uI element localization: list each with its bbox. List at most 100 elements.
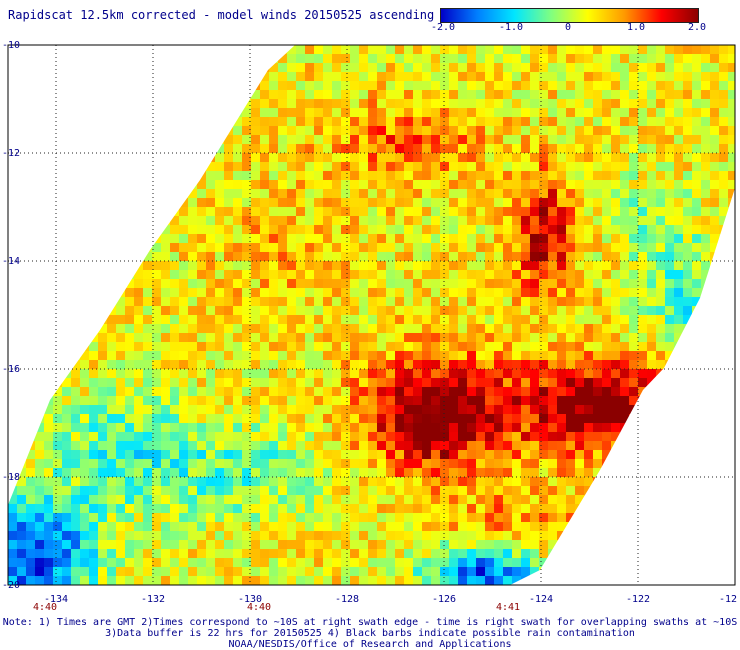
swath-cell: [512, 153, 521, 162]
swath-cell: [521, 162, 530, 171]
swath-cell: [449, 72, 458, 81]
swath-cell: [530, 261, 539, 270]
swath-cell: [377, 549, 386, 558]
swath-cell: [665, 261, 674, 270]
swath-cell: [368, 324, 377, 333]
swath-cell: [143, 252, 152, 261]
swath-cell: [134, 567, 143, 576]
swath-cell: [296, 162, 305, 171]
swath-cell: [566, 477, 575, 486]
swath-cell: [53, 558, 62, 567]
swath-cell: [251, 360, 260, 369]
swath-cell: [431, 360, 440, 369]
swath-cell: [287, 72, 296, 81]
swath-cell: [359, 576, 368, 585]
swath-cell: [368, 387, 377, 396]
swath-cell: [386, 576, 395, 585]
swath-cell: [260, 216, 269, 225]
swath-cell: [179, 315, 188, 324]
swath-cell: [98, 324, 107, 333]
swath-cell: [188, 378, 197, 387]
swath-cell: [683, 270, 692, 279]
swath-cell: [485, 576, 494, 585]
swath-cell: [377, 189, 386, 198]
swath-cell: [656, 252, 665, 261]
swath-cell: [512, 405, 521, 414]
swath-cell: [440, 387, 449, 396]
swath-cell: [503, 486, 512, 495]
swath-cell: [323, 207, 332, 216]
swath-cell: [557, 225, 566, 234]
swath-cell: [602, 360, 611, 369]
swath-cell: [251, 450, 260, 459]
swath-cell: [260, 423, 269, 432]
swath-cell: [377, 513, 386, 522]
swath-cell: [323, 135, 332, 144]
swath-cell: [629, 351, 638, 360]
swath-cell: [593, 432, 602, 441]
swath-cell: [431, 468, 440, 477]
swath-cell: [152, 522, 161, 531]
swath-cell: [188, 450, 197, 459]
swath-cell: [476, 405, 485, 414]
swath-cell: [404, 324, 413, 333]
swath-cell: [467, 351, 476, 360]
swath-cell: [467, 90, 476, 99]
swath-cell: [692, 243, 701, 252]
swath-cell: [215, 288, 224, 297]
swath-cell: [467, 207, 476, 216]
swath-cell: [125, 450, 134, 459]
swath-cell: [611, 270, 620, 279]
swath-cell: [332, 396, 341, 405]
swath-cell: [314, 126, 323, 135]
swath-cell: [719, 144, 728, 153]
swath-cell: [440, 180, 449, 189]
colorbar: [440, 8, 699, 23]
swath-cell: [575, 189, 584, 198]
swath-cell: [683, 279, 692, 288]
swath-cell: [197, 315, 206, 324]
swath-cell: [143, 387, 152, 396]
swath-cell: [620, 216, 629, 225]
swath-cell: [287, 261, 296, 270]
swath-cell: [512, 270, 521, 279]
swath-cell: [179, 243, 188, 252]
swath-cell: [530, 459, 539, 468]
swath-cell: [494, 360, 503, 369]
swath-cell: [683, 306, 692, 315]
swath-cell: [494, 63, 503, 72]
swath-cell: [422, 81, 431, 90]
swath-cell: [62, 432, 71, 441]
swath-cell: [692, 45, 701, 54]
swath-cell: [656, 216, 665, 225]
swath-cell: [404, 423, 413, 432]
swath-cell: [485, 135, 494, 144]
swath-cell: [377, 567, 386, 576]
swath-cell: [431, 144, 440, 153]
swath-cell: [422, 351, 431, 360]
swath-cell: [539, 297, 548, 306]
swath-cell: [485, 243, 494, 252]
swath-cell: [260, 576, 269, 585]
swath-cell: [467, 270, 476, 279]
swath-cell: [206, 441, 215, 450]
swath-cell: [593, 144, 602, 153]
swath-cell: [395, 369, 404, 378]
swath-cell: [674, 189, 683, 198]
swath-cell: [224, 225, 233, 234]
swath-cell: [728, 72, 735, 81]
swath-cell: [188, 315, 197, 324]
swath-cell: [116, 414, 125, 423]
swath-cell: [575, 180, 584, 189]
swath-cell: [611, 207, 620, 216]
swath-cell: [287, 144, 296, 153]
swath-cell: [494, 207, 503, 216]
swath-cell: [161, 477, 170, 486]
swath-cell: [521, 450, 530, 459]
swath-cell: [233, 522, 242, 531]
swath-cell: [278, 468, 287, 477]
swath-cell: [332, 63, 341, 72]
swath-cell: [260, 549, 269, 558]
swath-cell: [206, 486, 215, 495]
swath-cell: [161, 387, 170, 396]
